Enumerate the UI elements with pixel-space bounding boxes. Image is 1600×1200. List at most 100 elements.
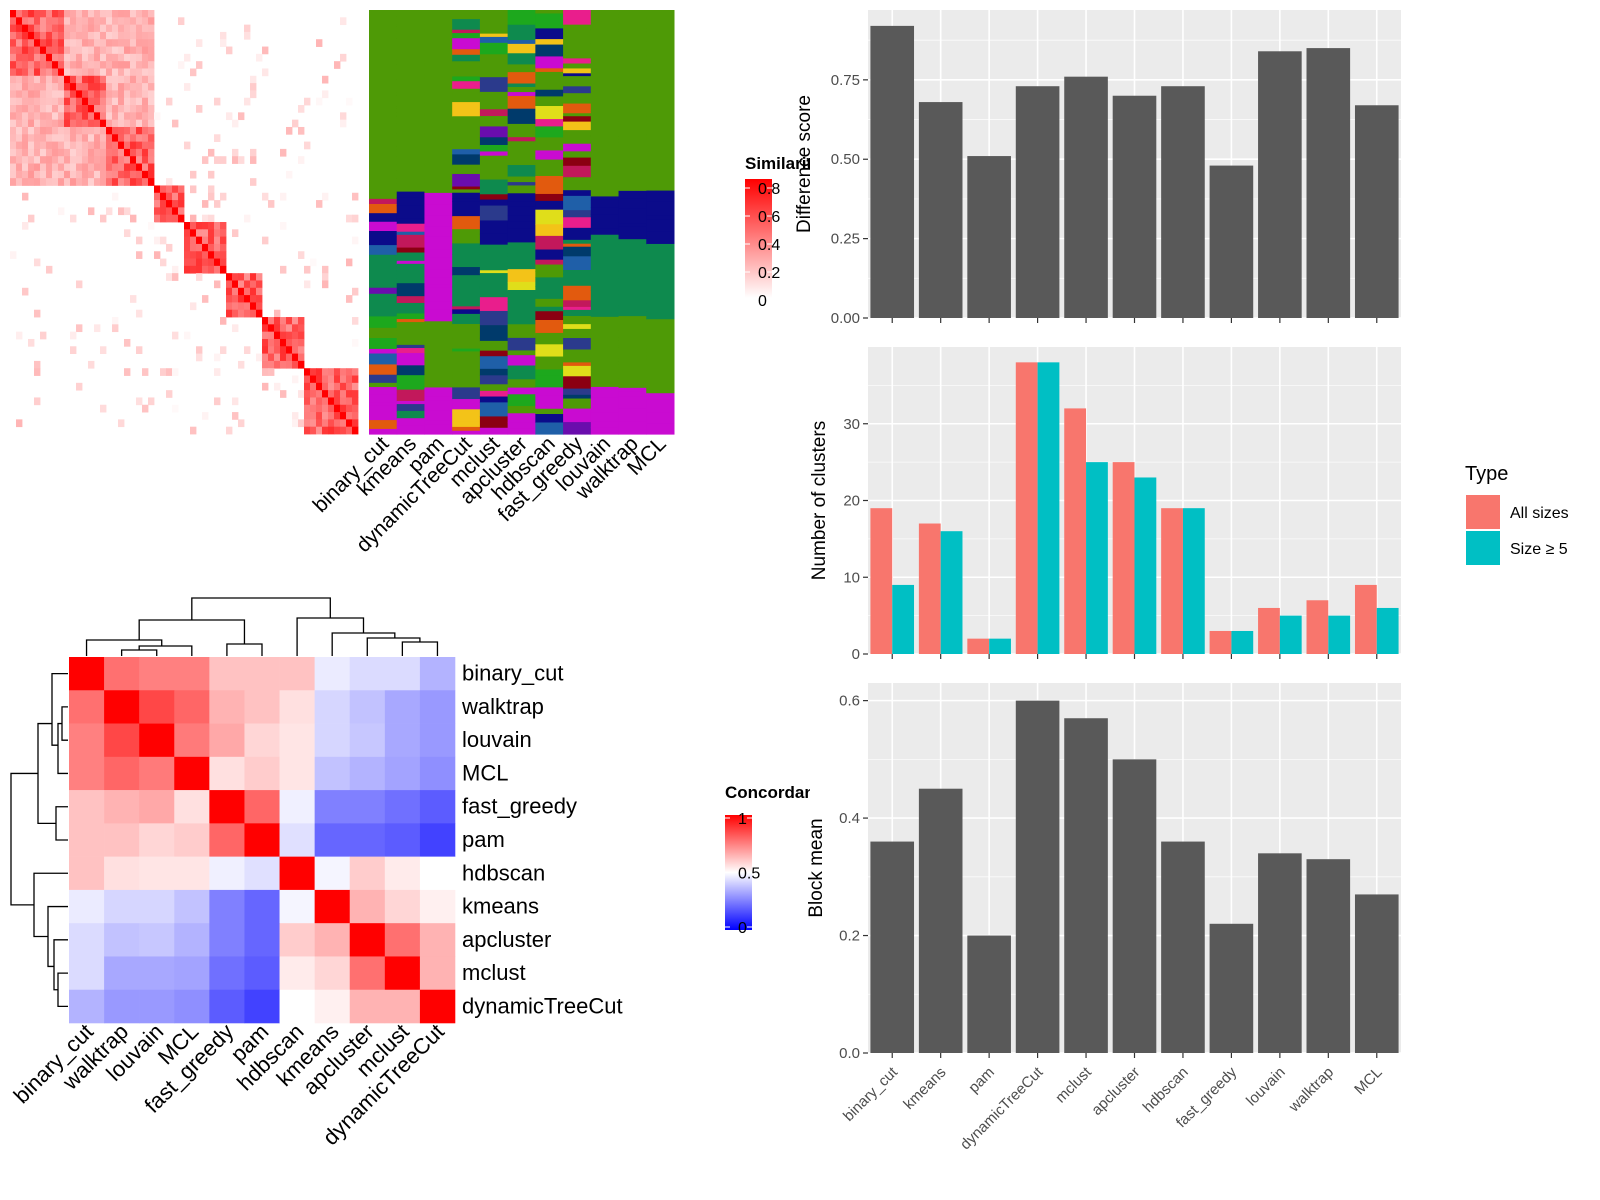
similarity-cell — [208, 236, 215, 245]
similarity-cell — [298, 360, 305, 369]
similarity-cell — [322, 265, 329, 274]
cluster-cell — [618, 159, 647, 165]
cluster-cell — [618, 41, 647, 54]
similarity-cell — [64, 75, 71, 84]
similarity-cell — [268, 360, 275, 369]
y-axis-title: Block mean — [806, 818, 827, 917]
concordance-cell — [209, 889, 245, 924]
cluster-cell — [590, 305, 620, 318]
similarity-cell — [142, 156, 149, 164]
similarity-cell — [124, 141, 131, 150]
cluster-cell — [369, 338, 398, 350]
similarity-cell — [274, 353, 281, 362]
similarity-cell — [256, 273, 263, 281]
cluster-cell — [563, 151, 592, 159]
cluster-cell — [646, 331, 675, 338]
cluster-cell — [424, 102, 453, 115]
cluster-cell — [396, 145, 425, 153]
similarity-cell — [70, 105, 77, 113]
similarity-cell — [220, 346, 227, 354]
similarity-cell — [34, 368, 41, 376]
concordance-cell — [349, 756, 386, 791]
similarity-cell — [88, 53, 95, 62]
y-tick-label: 30 — [843, 416, 860, 433]
cluster-cell — [535, 96, 564, 107]
similarity-cell — [88, 10, 95, 18]
cluster-cell — [563, 86, 592, 94]
cluster-cell — [563, 309, 592, 317]
similarity-cell — [22, 90, 29, 99]
similarity-cell — [100, 31, 107, 40]
similarity-cell — [94, 46, 101, 55]
cluster-cell — [535, 414, 564, 424]
similarity-cell — [190, 426, 197, 435]
similarity-cell — [142, 105, 149, 113]
cluster-cell — [452, 192, 481, 200]
bar — [967, 935, 1011, 1053]
cluster-cell — [590, 343, 620, 349]
similarity-cell — [64, 163, 71, 172]
similarity-cell — [16, 24, 23, 33]
similarity-cell — [112, 170, 119, 179]
cluster-cell — [535, 56, 564, 69]
cluster-cell — [646, 248, 675, 262]
similarity-cell — [28, 83, 35, 91]
cluster-cell — [452, 116, 481, 132]
cluster-cell — [618, 408, 647, 423]
similarity-cell — [82, 134, 89, 142]
similarity-cell — [76, 170, 83, 179]
bar — [1015, 700, 1060, 1053]
y-axis-title: Number of clusters — [809, 421, 830, 580]
similarity-cell — [196, 258, 203, 267]
cluster-cell — [618, 316, 647, 332]
similarity-cell — [34, 112, 41, 121]
cluster-cell — [507, 43, 536, 54]
bar — [1112, 462, 1135, 655]
cluster-cell — [369, 274, 398, 289]
cluster-cell — [452, 149, 481, 155]
similarity-cell — [304, 397, 311, 406]
concordance-cell — [139, 889, 175, 924]
cluster-cell — [507, 95, 536, 110]
similarity-cell — [112, 126, 119, 135]
similarity-cell — [148, 17, 155, 26]
similarity-cell — [34, 148, 41, 157]
similarity-cell — [328, 419, 335, 428]
concordance-cell — [104, 723, 140, 758]
similarity-cell — [184, 251, 191, 259]
concordance-cell — [139, 723, 175, 758]
similarity-cell — [136, 119, 143, 128]
similarity-cell — [352, 375, 359, 384]
similarity-cell — [184, 229, 191, 238]
cluster-cell — [590, 397, 620, 413]
cluster-cell — [424, 343, 453, 348]
similarity-cell — [88, 83, 95, 91]
similarity-cell — [46, 163, 53, 172]
similarity-cell — [70, 170, 77, 179]
similarity-cell — [28, 68, 35, 77]
similarity-cell — [322, 280, 329, 289]
cluster-cell — [590, 14, 620, 23]
similarity-cell — [304, 412, 311, 420]
similarity-legend-tick: 0.8 — [758, 181, 780, 198]
similarity-cell — [46, 61, 53, 69]
similarity-cell — [34, 178, 41, 186]
similarity-cell — [136, 309, 143, 318]
similarity-cell — [154, 112, 161, 121]
similarity-cell — [250, 90, 257, 99]
similarity-cell — [136, 31, 143, 40]
concordance-cell — [279, 823, 315, 857]
similarity-cell — [148, 53, 155, 62]
cluster-cell — [452, 337, 481, 350]
similarity-cell — [172, 368, 179, 376]
similarity-cell — [16, 83, 23, 91]
similarity-cell — [58, 119, 65, 128]
similarity-cell — [340, 17, 347, 26]
similarity-cell — [112, 112, 119, 121]
similarity-cell — [160, 258, 167, 267]
cluster-cell — [479, 338, 509, 342]
similarity-cell — [208, 185, 215, 194]
dendrogram-branch — [37, 722, 56, 825]
cluster-cell — [452, 201, 481, 217]
similarity-cell — [52, 31, 59, 40]
